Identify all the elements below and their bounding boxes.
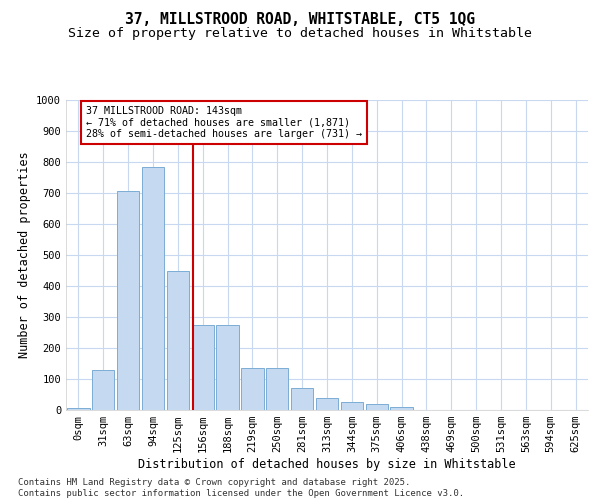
Bar: [341, 402, 363, 410]
Bar: [117, 192, 139, 410]
Bar: [217, 325, 239, 410]
Bar: [142, 166, 164, 410]
Bar: [167, 270, 189, 410]
X-axis label: Distribution of detached houses by size in Whitstable: Distribution of detached houses by size …: [138, 458, 516, 471]
Bar: [316, 398, 338, 410]
Bar: [241, 368, 263, 410]
Text: 37, MILLSTROOD ROAD, WHITSTABLE, CT5 1QG: 37, MILLSTROOD ROAD, WHITSTABLE, CT5 1QG: [125, 12, 475, 28]
Bar: [266, 368, 289, 410]
Text: Size of property relative to detached houses in Whitstable: Size of property relative to detached ho…: [68, 28, 532, 40]
Bar: [92, 370, 115, 410]
Bar: [365, 404, 388, 410]
Text: 37 MILLSTROOD ROAD: 143sqm
← 71% of detached houses are smaller (1,871)
28% of s: 37 MILLSTROOD ROAD: 143sqm ← 71% of deta…: [86, 106, 362, 140]
Bar: [191, 325, 214, 410]
Bar: [291, 388, 313, 410]
Bar: [67, 408, 89, 410]
Y-axis label: Number of detached properties: Number of detached properties: [17, 152, 31, 358]
Bar: [391, 407, 413, 410]
Text: Contains HM Land Registry data © Crown copyright and database right 2025.
Contai: Contains HM Land Registry data © Crown c…: [18, 478, 464, 498]
